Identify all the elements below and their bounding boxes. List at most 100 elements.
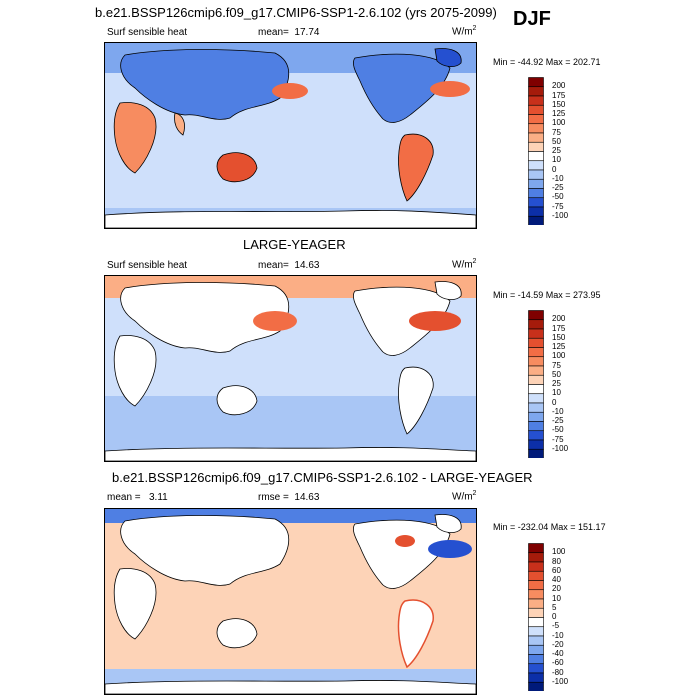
colorbar-tick-label: 0 (552, 612, 557, 621)
colorbar-cell (528, 617, 544, 628)
colorbar-cell (528, 356, 544, 367)
panel3-north-america (352, 519, 451, 589)
colorbar-tick-label: -20 (552, 639, 564, 649)
panel3-gulfstream-anomaly (428, 540, 472, 558)
panel1-mean: mean= 17.74 (258, 27, 319, 38)
colorbar-tick-label: 175 (552, 323, 566, 333)
panel3-rmse-value: 14.63 (294, 492, 320, 503)
panel3-colorbar-ticks: 100 80 60 40 20 10 5 0 -5 -10 -20 -40 -60 -80 -100 (552, 543, 592, 691)
panel3-title: b.e21.BSSP126cmip6.f09_g17.CMIP6-SSP1-2.… (112, 470, 533, 485)
colorbar-cell (528, 132, 544, 143)
panel3-map (104, 508, 477, 695)
colorbar-tick-label: 200 (552, 81, 566, 91)
colorbar-tick-label: -40 (552, 649, 564, 658)
panel2-colorbar-svg (528, 310, 544, 459)
panel3-eurasia (120, 515, 290, 586)
colorbar-cell (528, 448, 544, 459)
colorbar-tick-label: 0 (552, 397, 557, 407)
panel2-africa (113, 335, 157, 407)
colorbar-tick-label: -10 (552, 173, 564, 183)
colorbar-tick-label: 50 (552, 136, 561, 146)
colorbar-cell (528, 552, 544, 563)
colorbar-tick-label: 60 (552, 565, 561, 575)
colorbar-tick-label: 75 (552, 360, 561, 370)
panel2-kuroshio-hotspot (253, 311, 297, 331)
panel2-mean-label: mean= (258, 260, 289, 271)
colorbar-tick-label: -10 (552, 406, 564, 416)
colorbar-tick-label: 50 (552, 369, 561, 379)
colorbar-tick-label: 125 (552, 342, 566, 351)
colorbar-cell (528, 663, 544, 674)
panel3-greenland (434, 514, 462, 533)
panel3-south-america (397, 599, 434, 669)
panel3-mean: mean = 3.11 (107, 492, 168, 503)
panel2-variable: Surf sensible heat (107, 260, 188, 271)
panel2-mean: mean= 14.63 (258, 260, 319, 271)
panel1-units-exp: 2 (472, 25, 477, 32)
colorbar-tick-label: 10 (552, 593, 561, 603)
colorbar-cell (528, 141, 544, 152)
panel2-australia (216, 385, 258, 416)
panel1-antarctica (105, 210, 476, 228)
colorbar-tick-label: -100 (552, 210, 569, 220)
colorbar-cell (528, 160, 544, 171)
colorbar-tick-label: 150 (552, 332, 566, 342)
panel3-map-svg (105, 509, 476, 694)
panel1-north-america (352, 53, 451, 123)
panel2-units-base: W/m (452, 259, 473, 271)
colorbar-cell (528, 654, 544, 665)
colorbar-cell (528, 215, 544, 226)
colorbar-tick-label: 100 (552, 351, 566, 361)
colorbar-cell (528, 589, 544, 600)
panel3-mean-value: 3.11 (148, 492, 168, 503)
colorbar-tick-label: -10 (552, 630, 564, 640)
panel1-colorbar-ticks: 200 175 150 125 100 75 50 25 10 0 -10 -25 -50 -75 -100 (552, 77, 592, 225)
colorbar-cell (528, 570, 544, 581)
panel1-units: W/m2 (452, 25, 476, 37)
colorbar-cell (528, 626, 544, 637)
panel1-kuroshio-hotspot (272, 83, 308, 99)
panel3-units-exp: 2 (472, 490, 477, 497)
panel1-map-svg (105, 43, 476, 228)
colorbar-cell (528, 206, 544, 217)
colorbar-tick-label: -50 (552, 192, 564, 202)
panel1-australia (216, 152, 258, 183)
colorbar-tick-label: 40 (552, 575, 561, 584)
panel2-minmax: Min = -14.59 Max = 273.95 (493, 290, 601, 300)
colorbar-cell (528, 430, 544, 441)
colorbar-cell (528, 123, 544, 134)
panel2-north-america (352, 286, 451, 356)
panel1-minmax: Min = -44.92 Max = 202.71 (493, 57, 601, 67)
colorbar-tick-label: -25 (552, 183, 564, 192)
colorbar-tick-label: -60 (552, 658, 564, 668)
colorbar-tick-label: 125 (552, 109, 566, 118)
panel3-minmax: Min = -232.04 Max = 151.17 (493, 522, 606, 532)
colorbar-cell (528, 310, 544, 321)
colorbar-cell (528, 598, 544, 609)
colorbar-tick-label: 100 (552, 547, 566, 557)
colorbar-cell (528, 151, 544, 162)
colorbar-tick-label: 5 (552, 602, 557, 612)
colorbar-cell (528, 77, 544, 88)
panel1-india (174, 112, 185, 136)
colorbar-tick-label: -5 (552, 621, 560, 631)
panel2-units: W/m2 (452, 258, 476, 270)
colorbar-cell (528, 104, 544, 115)
panel2-title: LARGE-YEAGER (243, 237, 346, 252)
panel1-africa (113, 102, 157, 174)
colorbar-tick-label: 25 (552, 146, 561, 155)
colorbar-tick-label: 10 (552, 155, 561, 165)
colorbar-cell (528, 411, 544, 422)
panel3-antarctica (105, 680, 476, 694)
colorbar-cell (528, 365, 544, 376)
panel3-africa (113, 568, 157, 640)
panel1-map (104, 42, 477, 229)
colorbar-cell (528, 561, 544, 572)
colorbar-tick-label: -80 (552, 667, 564, 677)
colorbar-tick-label: 150 (552, 99, 566, 109)
panel1-greenland (434, 48, 462, 67)
colorbar-tick-label: 100 (552, 118, 566, 128)
colorbar-cell (528, 95, 544, 106)
colorbar-tick-label: 80 (552, 556, 561, 566)
